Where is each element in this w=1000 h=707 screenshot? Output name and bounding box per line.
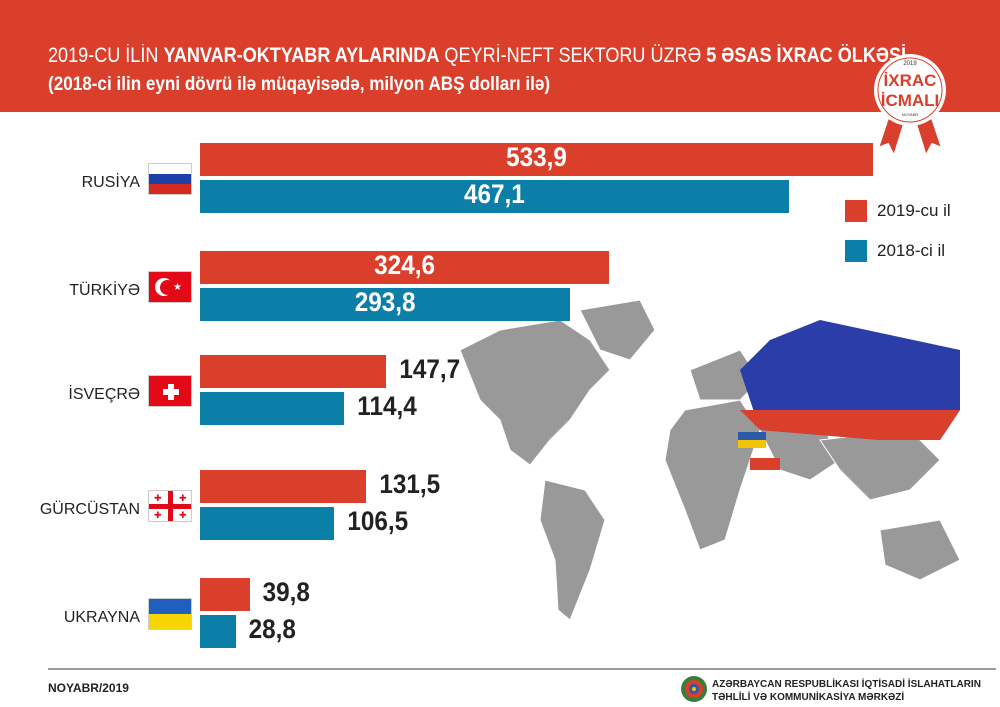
data-label: 293,8 bbox=[354, 287, 416, 317]
chart-subtitle: (2018-ci ilin eyni dövrü ilə müqayisədə,… bbox=[48, 74, 551, 95]
category-label: UKRAYNA bbox=[63, 609, 140, 626]
bar-2018 bbox=[200, 507, 335, 540]
category-label: GÜRCÜSTAN bbox=[39, 501, 140, 518]
legend-label: 2019-cu il bbox=[877, 201, 951, 220]
flag-icon bbox=[148, 598, 192, 630]
svg-text:İCMALI: İCMALI bbox=[881, 91, 940, 110]
legend-item-2018: 2018-ci il bbox=[845, 240, 951, 262]
ixrac-icmali-badge: 2019 İXRAC İCMALI NOYABR bbox=[874, 54, 946, 159]
flag-icon bbox=[148, 375, 192, 407]
bar-2018 bbox=[200, 392, 345, 425]
svg-text:NOYABR: NOYABR bbox=[902, 112, 919, 117]
data-label: 114,4 bbox=[357, 391, 417, 421]
bar-2019 bbox=[200, 251, 610, 284]
bar-2018 bbox=[200, 615, 237, 648]
category-label: İSVEÇRƏ bbox=[68, 386, 140, 403]
svg-text:2019: 2019 bbox=[903, 61, 917, 67]
legend-swatch bbox=[845, 200, 867, 222]
flag-icon: ★ bbox=[148, 271, 192, 303]
bar-2019 bbox=[200, 578, 251, 611]
azerbaijan-emblem-icon bbox=[681, 676, 707, 702]
data-label: 324,6 bbox=[374, 250, 435, 280]
footer-divider bbox=[48, 668, 996, 670]
bar-2019 bbox=[200, 470, 366, 503]
bar-2018 bbox=[200, 288, 571, 321]
world-map bbox=[459, 299, 961, 621]
legend-swatch bbox=[845, 240, 867, 262]
bar-2019 bbox=[200, 143, 873, 176]
data-label: 131,5 bbox=[379, 469, 440, 499]
organization-name: AZƏRBAYCAN RESPUBLİKASI İQTİSADİ İSLAHAT… bbox=[712, 679, 981, 703]
data-label: 533,9 bbox=[506, 142, 567, 172]
legend-item-2019: 2019-cu il bbox=[845, 200, 951, 222]
category-label: TÜRKİYƏ bbox=[69, 282, 140, 299]
flag-icon bbox=[148, 163, 192, 195]
chart-title: 2019-CU İLİN YANVAR-OKTYABR AYLARINDA QE… bbox=[48, 44, 907, 67]
bar-2019 bbox=[200, 355, 387, 388]
data-label: 467,1 bbox=[463, 179, 525, 209]
legend: 2019-cu il 2018-ci il bbox=[845, 200, 951, 280]
legend-label: 2018-ci il bbox=[877, 241, 946, 260]
category-label: RUSİYA bbox=[81, 174, 140, 191]
footer-date: NOYABR/2019 bbox=[48, 681, 129, 695]
data-label: 147,7 bbox=[399, 354, 461, 384]
data-label: 28,8 bbox=[248, 614, 297, 644]
header-banner: 2019-CU İLİN YANVAR-OKTYABR AYLARINDA QE… bbox=[0, 0, 1000, 112]
svg-text:İXRAC: İXRAC bbox=[884, 71, 937, 90]
bar-2018 bbox=[200, 180, 789, 213]
flag-icon: ✚ ✚ ✚ ✚ bbox=[148, 490, 192, 522]
data-label: 39,8 bbox=[262, 577, 311, 607]
data-label: 106,5 bbox=[347, 506, 409, 536]
